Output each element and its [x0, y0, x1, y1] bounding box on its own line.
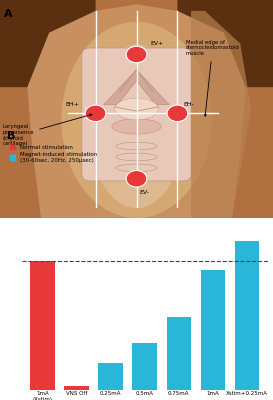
Bar — [235, 241, 259, 390]
Bar — [30, 261, 55, 390]
Ellipse shape — [115, 98, 158, 120]
Text: Medial edge of
sternocleidomastoid
muscle: Medial edge of sternocleidomastoid muscl… — [186, 40, 239, 116]
Polygon shape — [177, 0, 273, 87]
Circle shape — [126, 170, 147, 187]
Circle shape — [126, 46, 147, 63]
Bar — [201, 270, 225, 390]
Text: Laryngeal
prominence
(thyroid
cartilage): Laryngeal prominence (thyroid cartilage) — [3, 114, 92, 146]
Text: B: B — [7, 131, 16, 141]
Polygon shape — [104, 70, 169, 105]
Ellipse shape — [112, 119, 161, 134]
Ellipse shape — [89, 45, 184, 208]
Text: EV+: EV+ — [150, 41, 164, 46]
Circle shape — [167, 105, 188, 122]
Polygon shape — [0, 0, 96, 87]
Text: EV-: EV- — [139, 190, 149, 195]
Text: EH+: EH+ — [66, 102, 79, 107]
Ellipse shape — [61, 22, 212, 218]
Legend: Normal stimulation, Magnet-induced stimulation
(30-60sec, 20Hz, 250μsec): Normal stimulation, Magnet-induced stimu… — [10, 145, 97, 163]
Bar — [167, 317, 191, 390]
Bar — [64, 386, 89, 390]
Bar — [132, 343, 157, 390]
FancyBboxPatch shape — [82, 48, 191, 181]
Polygon shape — [191, 11, 251, 218]
Polygon shape — [27, 4, 246, 218]
Text: A: A — [4, 9, 13, 19]
Circle shape — [85, 105, 106, 122]
Bar — [98, 363, 123, 390]
Text: EH-: EH- — [183, 102, 194, 107]
